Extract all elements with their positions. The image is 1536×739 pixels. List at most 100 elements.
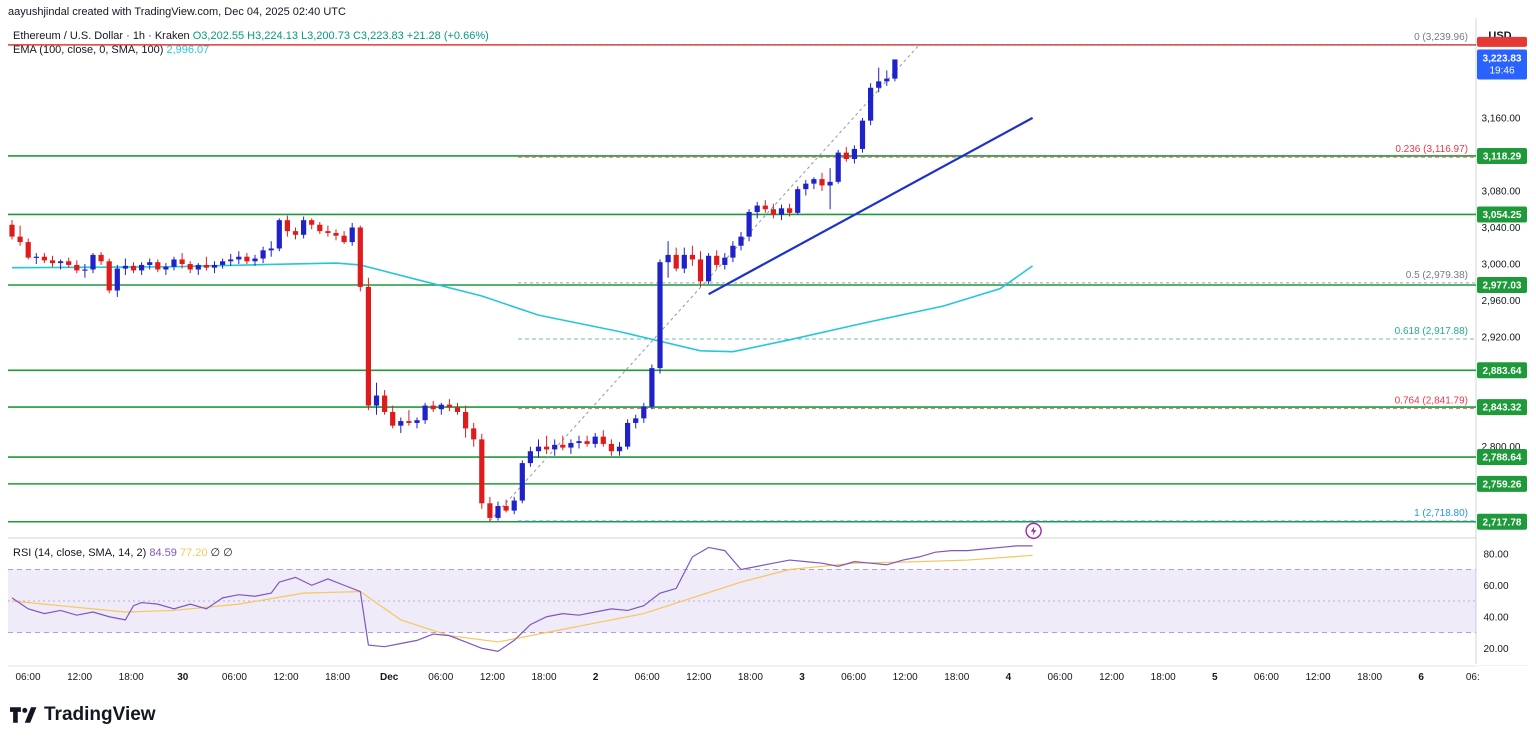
candle-body xyxy=(463,411,469,429)
candle-body xyxy=(398,421,404,426)
lightning-icon xyxy=(1030,526,1037,536)
time-tick-label: 12:00 xyxy=(893,672,918,683)
fib-level-label: 0.764 (2,841.79) xyxy=(1395,396,1468,407)
level-badge xyxy=(1477,362,1527,379)
level-badge xyxy=(1477,206,1527,223)
time-tick-label: 4 xyxy=(1006,672,1012,683)
candle-body xyxy=(58,261,64,264)
tradingview-brand: TradingView xyxy=(10,704,156,726)
candle-body xyxy=(706,255,712,282)
candle-body xyxy=(373,395,380,406)
candle-body xyxy=(187,264,193,270)
candle-body xyxy=(495,506,501,518)
rsi-line xyxy=(11,545,1033,653)
ema-legend: EMA (100, close, 0, SMA, 100) 2,996.07 xyxy=(13,44,209,56)
candle-body xyxy=(155,262,161,270)
level-badge-label: 2,843.32 xyxy=(1483,403,1522,414)
level-badge-label: 2,717.78 xyxy=(1483,517,1522,528)
candle-body xyxy=(268,248,274,251)
candle-body xyxy=(552,444,558,450)
candle-body xyxy=(17,236,23,243)
candle-body xyxy=(851,148,857,159)
candle-body xyxy=(641,406,647,419)
time-tick-label: 18:00 xyxy=(738,672,763,683)
candle-body xyxy=(657,262,663,369)
price-chart[interactable]: 0 (3,239.96) 0.236 (3,116.97) 0.5 (2,979.3… xyxy=(0,0,1536,700)
time-tick-label: 18:00 xyxy=(531,672,556,683)
candle-body xyxy=(66,261,72,265)
candle-body xyxy=(203,264,209,268)
time-tick-label: 2 xyxy=(593,672,599,683)
time-tick-label: 3 xyxy=(799,672,805,683)
candle-body xyxy=(317,224,323,232)
candle-body xyxy=(600,436,606,444)
bar-countdown-label: 19:46 xyxy=(1489,65,1514,76)
candle-body xyxy=(179,259,185,265)
rsi-legend: RSI (14, close, SMA, 14, 2) 84.59 77.20 … xyxy=(13,546,233,559)
candle-body xyxy=(697,259,704,282)
fib-level-label: 0.618 (2,917.88) xyxy=(1395,326,1468,337)
candle-body xyxy=(535,446,542,452)
candle-body xyxy=(714,255,720,265)
candle-body xyxy=(754,205,760,212)
level-badge xyxy=(1477,147,1527,164)
time-tick-label: 06:00 xyxy=(1254,672,1279,683)
price-tick-label: 3,040.00 xyxy=(1482,223,1521,234)
candle-body xyxy=(625,422,631,447)
candle-body xyxy=(746,211,752,237)
candle-body xyxy=(762,205,768,210)
candle-body xyxy=(592,436,598,444)
candle-body xyxy=(649,368,655,407)
candle-body xyxy=(576,441,582,444)
fib-diagonal xyxy=(489,44,920,522)
time-tick-label: 18:00 xyxy=(1357,672,1382,683)
replay-icon xyxy=(1025,522,1042,540)
candle-body xyxy=(276,220,282,249)
candle-body xyxy=(98,254,104,262)
candle-body xyxy=(803,183,809,190)
candle-body xyxy=(527,451,533,464)
time-tick-label: 12:00 xyxy=(273,672,298,683)
candle-body xyxy=(665,254,671,263)
level-badge xyxy=(1477,399,1527,416)
candle-body xyxy=(471,428,477,440)
candle-body xyxy=(560,444,566,448)
current-price-badge xyxy=(1477,49,1527,80)
rsi-extra: ∅ ∅ xyxy=(210,547,233,559)
level-badge-label: 2,883.64 xyxy=(1483,366,1522,377)
rsi-tick-label: 20.00 xyxy=(1483,644,1508,655)
candle-body xyxy=(689,254,695,260)
price-tick-label: 3,080.00 xyxy=(1482,186,1521,197)
rsi-label: RSI (14, close, SMA, 14, 2) xyxy=(13,547,147,559)
time-tick-label: 12:00 xyxy=(480,672,505,683)
fib-level-label: 1 (2,718.80) xyxy=(1414,508,1468,519)
candle-body xyxy=(770,209,776,215)
candle-body xyxy=(479,439,485,504)
candle-body xyxy=(74,264,80,271)
time-tick-label: 5 xyxy=(1212,672,1218,683)
candle-body xyxy=(406,421,412,423)
level-badge-label: 2,759.26 xyxy=(1483,479,1522,490)
candle-body xyxy=(114,268,120,291)
candle-body xyxy=(868,87,874,121)
candle-body xyxy=(608,443,614,452)
candle-body xyxy=(9,224,15,237)
price-tick-label: 3,000.00 xyxy=(1482,260,1521,271)
candle-body xyxy=(228,259,234,262)
rsi-value: 84.59 xyxy=(149,547,177,559)
rsi-tick-label: 40.00 xyxy=(1483,612,1508,623)
candle-body xyxy=(722,257,728,265)
candle-body xyxy=(835,152,841,182)
level-badge xyxy=(1477,276,1527,293)
time-tick-label: 06:00 xyxy=(15,672,40,683)
time-tick-label: 12:00 xyxy=(686,672,711,683)
time-tick-label: 06:00 xyxy=(428,672,453,683)
symbol-legend: Ethereum / U.S. Dollar · 1h · Kraken O3,… xyxy=(13,30,489,42)
time-tick-label: Dec xyxy=(380,672,399,683)
level-badge-label: 2,788.64 xyxy=(1483,453,1522,464)
candle-body xyxy=(454,407,461,412)
candle-body xyxy=(544,446,550,450)
time-axis-corner xyxy=(1476,666,1528,696)
candle-body xyxy=(487,503,493,518)
time-tick-label: 12:00 xyxy=(1099,672,1124,683)
